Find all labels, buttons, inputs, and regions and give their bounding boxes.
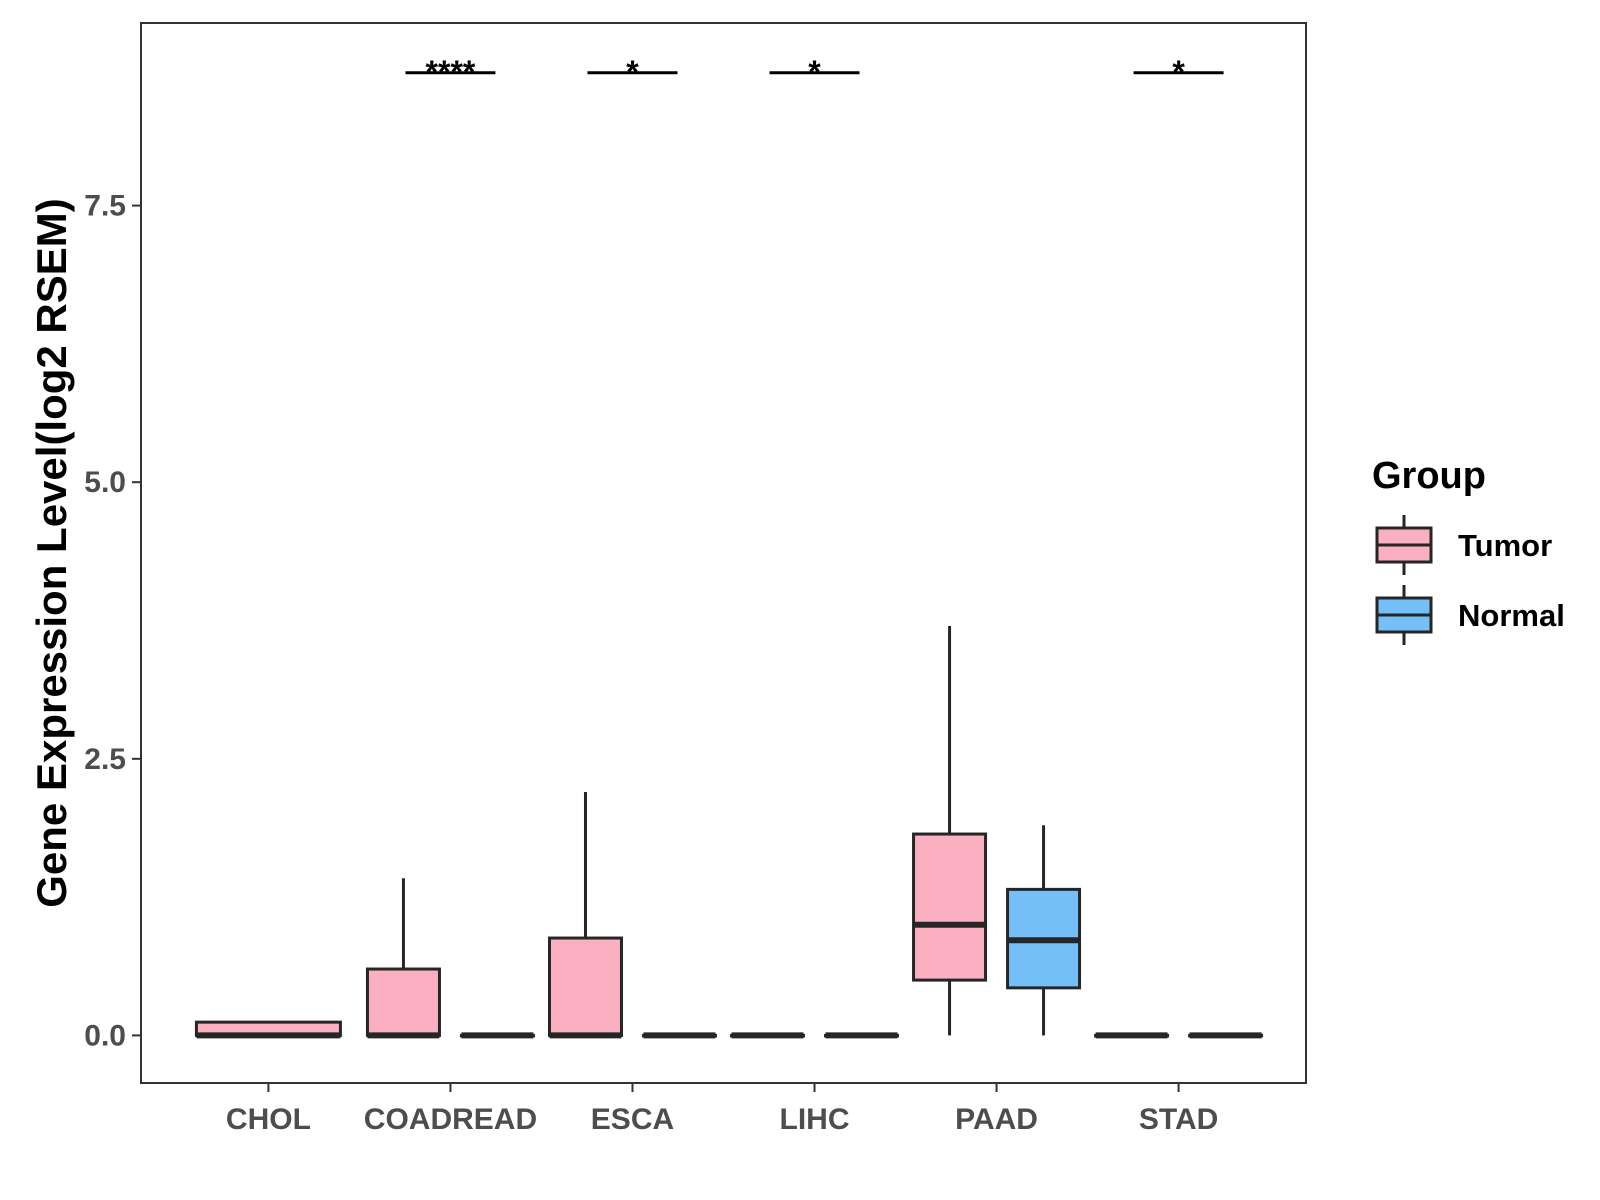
x-tick-label: ESCA: [591, 1103, 674, 1136]
y-tick-label: 5.0: [84, 466, 126, 499]
box-body: [365, 967, 441, 1037]
x-tick-label: STAD: [1139, 1103, 1218, 1136]
x-axis: CHOL COADREAD ESCA LIHC PAAD STAD: [226, 1083, 1218, 1136]
box-body: [547, 936, 623, 1037]
box-tumor-lihc: [730, 1032, 806, 1039]
box-normal-lihc: [824, 1032, 900, 1039]
y-tick-label: 2.5: [84, 743, 126, 776]
significance-annotations: **** * * *: [405, 54, 1224, 90]
y-tick-label: 7.5: [84, 190, 126, 223]
x-tick-label: PAAD: [955, 1103, 1038, 1136]
significance-label: *: [1172, 54, 1185, 90]
box-tumor-chol: [194, 1020, 342, 1039]
significance-label: *: [808, 54, 821, 90]
box-body: [912, 832, 988, 982]
legend-label: Tumor: [1458, 528, 1552, 563]
box-normal-coadread: [459, 1032, 535, 1039]
box-normal-stad: [1188, 1032, 1264, 1039]
x-tick-label: LIHC: [780, 1103, 850, 1136]
plot-panel: [140, 22, 1307, 1084]
y-tick-label: 0.0: [84, 1019, 126, 1052]
y-axis-title: Gene Expression Level(log2 RSEM): [28, 198, 75, 908]
box-tumor-stad: [1094, 1032, 1170, 1039]
box-tumor-coadread: [365, 878, 441, 1039]
legend: Tumor Normal: [1375, 515, 1565, 645]
box-tumor-paad: [912, 626, 988, 1036]
box-tumor-esca: [547, 791, 623, 1039]
x-tick-label: COADREAD: [364, 1103, 537, 1136]
legend-label: Normal: [1458, 598, 1565, 633]
legend-item-tumor: Tumor: [1375, 515, 1552, 575]
significance-label: ****: [426, 54, 476, 90]
significance-label: *: [626, 54, 639, 90]
y-axis: 0.0 2.5 5.0 7.5: [84, 190, 141, 1052]
legend-item-normal: Normal: [1375, 585, 1565, 645]
x-tick-label: CHOL: [226, 1103, 311, 1136]
legend-title: Group: [1372, 455, 1486, 497]
box-normal-paad: [1006, 825, 1082, 1036]
box-normal-esca: [641, 1032, 717, 1039]
boxes-layer: [194, 626, 1264, 1039]
